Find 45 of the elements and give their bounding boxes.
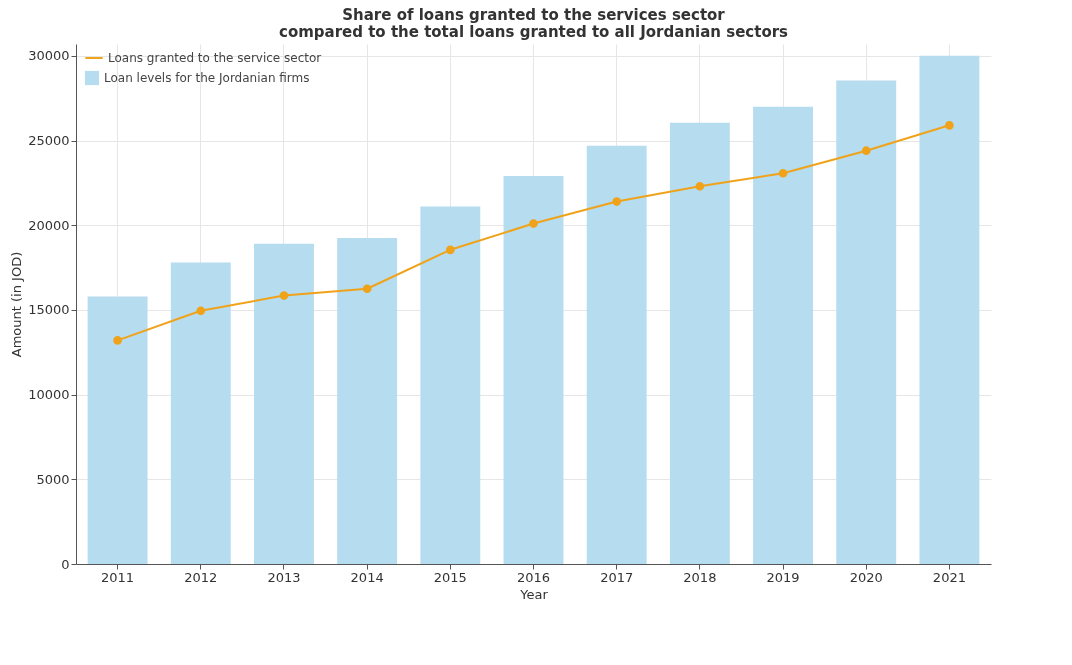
point — [362, 284, 372, 294]
x-tick-label: 2014 — [350, 569, 384, 585]
bar — [170, 262, 231, 564]
x-tick-label: 2020 — [849, 569, 883, 585]
point — [196, 306, 206, 316]
point — [861, 146, 871, 156]
x-tick-label: 2016 — [516, 569, 551, 585]
bar — [919, 55, 980, 564]
bar — [586, 145, 647, 564]
point — [945, 120, 954, 130]
legend-label: Loan levels for the Jordanian firms — [104, 71, 310, 85]
y-tick-label: 10000 — [28, 387, 70, 403]
x-tick-label: 2019 — [766, 569, 800, 585]
y-tick-label: 0 — [61, 556, 70, 572]
x-tick-label: 2017 — [600, 569, 634, 585]
y-tick-label: 25000 — [28, 133, 70, 149]
point — [529, 219, 538, 228]
bar — [836, 80, 897, 564]
y-tick-label: 30000 — [28, 48, 70, 64]
point — [612, 197, 622, 206]
x-tick-label: 2018 — [683, 569, 717, 585]
y-axis-title: Amount (in JOD) — [9, 251, 25, 358]
bar — [254, 243, 314, 564]
y-tick-label: 20000 — [28, 217, 70, 233]
x-tick-label: 2021 — [932, 569, 966, 585]
x-tick-label: 2013 — [267, 569, 301, 585]
bar — [503, 176, 564, 564]
legend-label: Loans granted to the service sector — [108, 51, 322, 65]
point — [445, 245, 455, 255]
point — [778, 168, 788, 178]
x-axis-title: Year — [519, 586, 549, 602]
bar — [753, 106, 813, 564]
point — [113, 336, 122, 345]
chart-title: Share of loans granted to the services sector compared to the total loans granted to all Jordanian sectors — [278, 6, 789, 41]
y-tick-label: 15000 — [28, 302, 70, 318]
y-tick-label: 5000 — [36, 471, 70, 487]
bar — [669, 122, 730, 564]
point — [695, 181, 705, 191]
point — [279, 291, 289, 300]
bar — [337, 237, 398, 564]
x-tick-label: 2011 — [101, 569, 135, 585]
bar — [420, 206, 481, 564]
x-tick-label: 2015 — [433, 569, 467, 585]
x-tick-label: 2012 — [184, 569, 218, 585]
bar — [87, 296, 148, 564]
